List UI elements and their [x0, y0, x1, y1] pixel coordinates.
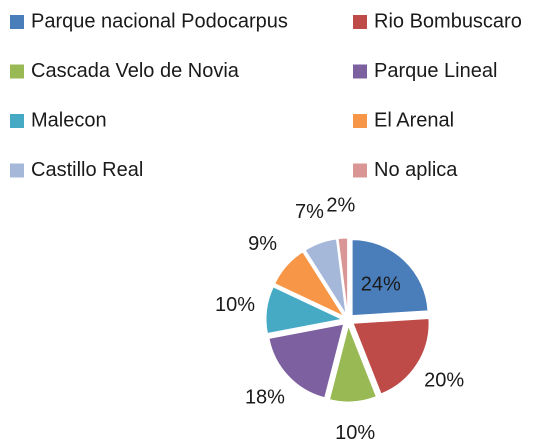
legend-label: Parque nacional Podocarpus [31, 10, 288, 32]
pie-slice [352, 317, 430, 395]
pie-slice [351, 239, 429, 317]
legend-swatch [353, 64, 367, 79]
legend-swatch [353, 114, 367, 128]
legend-label: No aplica [374, 159, 458, 181]
data-label: 2% [326, 195, 355, 217]
legend-label: El Arenal [374, 109, 454, 131]
data-label: 10% [215, 294, 255, 316]
pie-slice [268, 323, 345, 399]
pie-slice [337, 237, 349, 315]
legend-swatch [353, 15, 367, 29]
data-label: 9% [248, 233, 277, 255]
data-label: 18% [245, 386, 285, 408]
data-label: 24% [361, 273, 401, 295]
pie-slice [274, 251, 345, 318]
data-label: 10% [335, 422, 375, 443]
pie-slice [328, 324, 378, 403]
legend-label: Malecon [31, 109, 107, 131]
legend-swatch [10, 64, 24, 79]
legend-swatch [10, 163, 24, 178]
data-label: 20% [424, 369, 464, 391]
legend-swatch [353, 163, 367, 178]
pie-slice [304, 238, 347, 315]
legend-label: Castillo Real [31, 159, 143, 181]
data-label: 7% [295, 201, 324, 223]
legend-label: Cascada Velo de Novia [31, 60, 240, 82]
legend-label: Parque Lineal [374, 60, 497, 82]
legend-swatch [10, 114, 24, 128]
pie-slice [265, 286, 344, 335]
legend-swatch [10, 15, 24, 29]
legend-label: Rio Bombuscaro [374, 10, 522, 32]
